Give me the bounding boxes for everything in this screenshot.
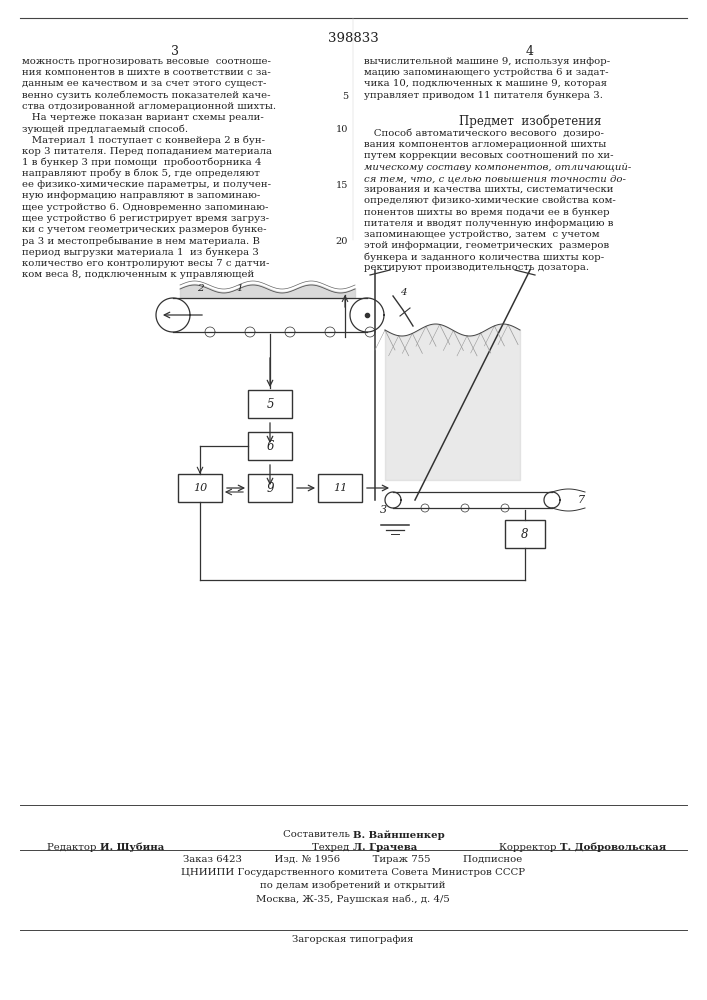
Text: управляет приводом 11 питателя бункера 3.: управляет приводом 11 питателя бункера 3… [364, 91, 603, 100]
Text: В. Вайншенкер: В. Вайншенкер [353, 830, 445, 840]
Text: период выгрузки материала 1  из бункера 3: период выгрузки материала 1 из бункера 3 [22, 247, 259, 257]
Text: 7: 7 [578, 495, 585, 505]
Text: чика 10, подключенных к машине 9, которая: чика 10, подключенных к машине 9, котора… [364, 79, 607, 88]
Text: ства отдозированной агломерационной шихты.: ства отдозированной агломерационной шихт… [22, 102, 276, 111]
Text: ную информацию направляют в запоминаю-: ную информацию направляют в запоминаю- [22, 191, 260, 200]
Text: по делам изобретений и открытий: по делам изобретений и открытий [260, 881, 445, 890]
Text: данным ее качеством и за счет этого сущест-: данным ее качеством и за счет этого суще… [22, 79, 267, 88]
Text: Техред: Техред [312, 843, 353, 852]
Text: 8: 8 [521, 528, 529, 540]
Text: 15: 15 [336, 181, 348, 190]
Text: ки с учетом геометрических размеров бунке-: ки с учетом геометрических размеров бунк… [22, 225, 267, 234]
Text: Москва, Ж-35, Раушская наб., д. 4/5: Москва, Ж-35, Раушская наб., д. 4/5 [256, 894, 450, 904]
Text: путем коррекции весовых соотношений по хи-: путем коррекции весовых соотношений по х… [364, 151, 614, 160]
Text: Предмет  изобретения: Предмет изобретения [459, 115, 601, 128]
Text: бункера и заданного количества шихты кор-: бункера и заданного количества шихты кор… [364, 252, 604, 262]
Text: 6: 6 [267, 440, 274, 452]
Text: запоминающее устройство, затем  с учетом: запоминающее устройство, затем с учетом [364, 230, 600, 239]
Text: зирования и качества шихты, систематически: зирования и качества шихты, систематичес… [364, 185, 614, 194]
Text: щее устройство 6. Одновременно запоминаю-: щее устройство 6. Одновременно запоминаю… [22, 203, 269, 212]
Text: 10: 10 [193, 483, 207, 493]
Text: кор 3 питателя. Перед попаданием материала: кор 3 питателя. Перед попаданием материа… [22, 147, 272, 156]
Text: вания компонентов агломерационной шихты: вания компонентов агломерационной шихты [364, 140, 606, 149]
Text: 5: 5 [342, 92, 348, 101]
Text: На чертеже показан вариант схемы реали-: На чертеже показан вариант схемы реали- [22, 113, 264, 122]
Text: этой информации, геометрических  размеров: этой информации, геометрических размеров [364, 241, 609, 250]
Text: направляют пробу в блок 5, где определяют: направляют пробу в блок 5, где определяю… [22, 169, 260, 178]
Text: зующей предлагаемый способ.: зующей предлагаемый способ. [22, 124, 188, 134]
Text: Л. Грачева: Л. Грачева [353, 843, 417, 852]
Text: 3: 3 [171, 45, 179, 58]
Text: ее физико-химические параметры, и получен-: ее физико-химические параметры, и получе… [22, 180, 271, 189]
Text: Редактор: Редактор [47, 843, 100, 852]
Text: 5: 5 [267, 397, 274, 410]
Text: 1: 1 [237, 284, 243, 293]
Text: Заказ 6423          Изд. № 1956          Тираж 755          Подписное: Заказ 6423 Изд. № 1956 Тираж 755 Подписн… [183, 855, 522, 864]
Text: Т. Добровольская: Т. Добровольская [560, 843, 666, 852]
Bar [178, 474, 222, 502]
Text: 3: 3 [380, 505, 387, 515]
Text: 9: 9 [267, 482, 274, 494]
Text: ком веса 8, подключенным к управляющей: ком веса 8, подключенным к управляющей [22, 270, 255, 279]
Text: щее устройство 6 регистрирует время загруз-: щее устройство 6 регистрирует время загр… [22, 214, 269, 223]
Text: определяют физико-химические свойства ком-: определяют физико-химические свойства ко… [364, 196, 616, 205]
Text: вычислительной машине 9, используя инфор-: вычислительной машине 9, используя инфор… [364, 57, 610, 66]
Text: 20: 20 [336, 237, 348, 246]
Text: понентов шихты во время подачи ее в бункер: понентов шихты во время подачи ее в бунк… [364, 207, 609, 217]
Text: Загорская типография: Загорская типография [292, 935, 414, 944]
Text: количество его контролируют весы 7 с датчи-: количество его контролируют весы 7 с дат… [22, 259, 269, 268]
Text: Способ автоматического весового  дозиро-: Способ автоматического весового дозиро- [364, 129, 604, 138]
Text: 10: 10 [336, 125, 348, 134]
Text: можность прогнозировать весовые  соотноше-: можность прогнозировать весовые соотноше… [22, 57, 271, 66]
Text: венно сузить колеблемость показателей каче-: венно сузить колеблемость показателей ка… [22, 91, 271, 100]
Text: Материал 1 поступает с конвейера 2 в бун-: Материал 1 поступает с конвейера 2 в бун… [22, 135, 265, 145]
Text: ра 3 и местопребывание в нем материала. В: ра 3 и местопребывание в нем материала. … [22, 236, 260, 246]
Text: 4: 4 [526, 45, 534, 58]
Text: 398833: 398833 [327, 32, 378, 45]
Text: Корректор: Корректор [499, 843, 560, 852]
Text: ректируют производительность дозатора.: ректируют производительность дозатора. [364, 263, 589, 272]
Bar [318, 474, 362, 502]
Text: ния компонентов в шихте в соответствии с за-: ния компонентов в шихте в соответствии с… [22, 68, 271, 77]
Text: Составитель: Составитель [283, 830, 353, 839]
Text: ЦНИИПИ Государственного комитета Совета Министров СССР: ЦНИИПИ Государственного комитета Совета … [181, 868, 525, 877]
Bar [248, 390, 292, 418]
Bar [248, 474, 292, 502]
Text: мацию запоминающего устройства 6 и задат-: мацию запоминающего устройства 6 и задат… [364, 68, 609, 77]
Text: ся тем, что, с целью повышения точности до-: ся тем, что, с целью повышения точности … [364, 174, 626, 183]
Text: питателя и вводят полученную информацию в: питателя и вводят полученную информацию … [364, 219, 614, 228]
Text: 2: 2 [197, 284, 204, 293]
Bar [248, 432, 292, 460]
Text: И. Шубина: И. Шубина [100, 843, 164, 852]
Text: мическому составу компонентов, отличающий-: мическому составу компонентов, отличающи… [364, 163, 631, 172]
Text: 11: 11 [333, 483, 347, 493]
Text: 4: 4 [399, 288, 407, 297]
Bar [505, 520, 545, 548]
Text: 1 в бункер 3 при помощи  пробоотборника 4: 1 в бункер 3 при помощи пробоотборника 4 [22, 158, 262, 167]
